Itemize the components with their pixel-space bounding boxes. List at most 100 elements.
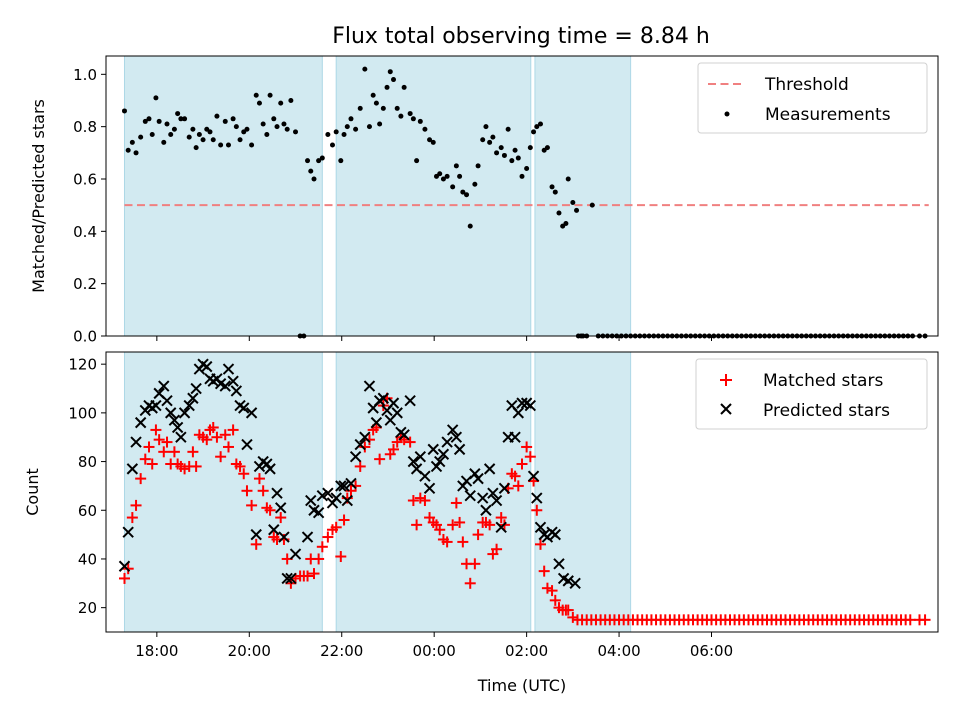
measurement-point: [311, 176, 317, 182]
matched-star-point: [484, 519, 496, 531]
measurement-point: [362, 66, 368, 72]
measurement-point: [366, 124, 372, 130]
measurement-point: [325, 132, 331, 138]
top-shaded-interval-2: [534, 55, 632, 337]
matched-star-point: [313, 553, 325, 565]
predicted-star-point: [498, 482, 511, 495]
predicted-star-point: [134, 416, 147, 429]
measurement-point: [264, 132, 270, 138]
predicted-star-point: [118, 560, 131, 572]
measurement-point: [422, 126, 428, 132]
matched-star-point: [509, 470, 521, 482]
measurement-point: [549, 184, 555, 190]
bottom-x-ticks: 18:00 20:00 22:00 00:00 02:00 04:00 06:00: [135, 632, 733, 660]
measurement-point: [387, 69, 393, 75]
measurement-point: [149, 132, 155, 138]
matched-star-point: [524, 451, 536, 463]
bottom-panel: 20 40 60 80 100 120 18:00 20:00 22:00 00:00 02:00…: [23, 351, 939, 695]
matched-star-point: [464, 577, 476, 589]
measurement-point: [512, 147, 518, 153]
matched-star-point: [219, 429, 231, 441]
measurement-point: [357, 105, 363, 111]
measurement-point: [464, 192, 470, 198]
matched-star-point: [238, 468, 250, 480]
measurement-point: [373, 100, 379, 106]
predicted-star-point: [419, 470, 431, 482]
predicted-star-point: [531, 492, 543, 504]
top-y-label: Matched/Predicted stars: [29, 99, 48, 293]
measurement-point: [133, 150, 139, 156]
predicted-star-point: [434, 455, 446, 468]
predicted-star-point: [487, 487, 499, 499]
measurement-point: [410, 116, 416, 122]
bottom-y-tick-label: 80: [78, 453, 97, 471]
x-axis-label: Time (UTC): [477, 676, 566, 695]
top-y-tick-label: 0.0: [73, 328, 97, 346]
matched-star-point: [454, 516, 466, 528]
matched-star-point: [546, 585, 558, 597]
predicted-star-point: [437, 448, 450, 460]
matched-star-point: [207, 421, 219, 433]
predicted-star-point: [241, 438, 253, 451]
predicted-star-point: [469, 468, 481, 480]
matched-star-point: [404, 436, 416, 448]
matched-star-point: [158, 446, 170, 458]
predicted-star-point: [516, 397, 528, 409]
x-tick-label: 20:00: [228, 642, 271, 660]
measurement-point: [556, 210, 562, 216]
matched-star-point: [447, 519, 459, 531]
measurement-point: [237, 137, 243, 143]
measurement-point: [501, 152, 507, 158]
matched-star-point: [411, 519, 423, 531]
measurement-point: [505, 126, 511, 132]
measurement-point: [527, 145, 533, 151]
x-tick-label: 04:00: [597, 642, 640, 660]
measurement-point: [210, 137, 216, 143]
predicted-star-point: [178, 407, 191, 419]
predicted-star-point: [569, 577, 581, 590]
predicted-star-point: [245, 407, 258, 419]
predicted-star-point: [268, 524, 280, 536]
matched-star-point: [549, 594, 561, 606]
measurement-point: [460, 189, 466, 195]
measurement-point: [125, 147, 131, 153]
predicted-star-point: [161, 394, 173, 407]
predicted-star-point: [534, 521, 547, 534]
predicted-star-point: [464, 489, 476, 502]
predicted-star-point: [158, 380, 170, 392]
measurement-point: [348, 116, 354, 122]
measurement-point: [519, 173, 525, 179]
matched-star-point: [201, 434, 213, 446]
matched-star-point: [222, 441, 234, 453]
matched-star-point: [441, 536, 453, 548]
measurement-point: [494, 150, 500, 156]
measurement-point: [457, 173, 463, 179]
measurement-point: [353, 126, 359, 132]
bottom-y-label: Count: [23, 468, 42, 516]
measurement-point: [574, 207, 580, 213]
measurement-point: [475, 163, 481, 169]
bottom-shaded-interval-2: [534, 351, 632, 633]
matched-star-point: [234, 460, 246, 472]
measurement-point: [552, 189, 558, 195]
predicted-star-point: [549, 528, 561, 541]
measurement-point: [370, 92, 376, 98]
measurement-point: [565, 176, 571, 182]
predicted-stars-points: [118, 358, 581, 590]
measurement-point: [308, 168, 314, 174]
predicted-star-point: [370, 416, 383, 429]
measurement-point: [271, 116, 277, 122]
predicted-star-point: [524, 399, 537, 412]
matched-star-point: [139, 453, 151, 465]
predicted-star-point: [423, 482, 436, 495]
measurement-point: [267, 92, 273, 98]
predicted-star-point: [183, 399, 195, 412]
matched-star-point: [246, 499, 258, 511]
predicted-star-point: [275, 502, 287, 514]
matched-star-point: [562, 604, 574, 616]
measurement-point: [281, 121, 287, 127]
matched-star-point: [308, 568, 320, 580]
measurement-point: [414, 158, 420, 164]
predicted-star-point: [171, 421, 184, 434]
predicted-star-point: [289, 548, 302, 560]
